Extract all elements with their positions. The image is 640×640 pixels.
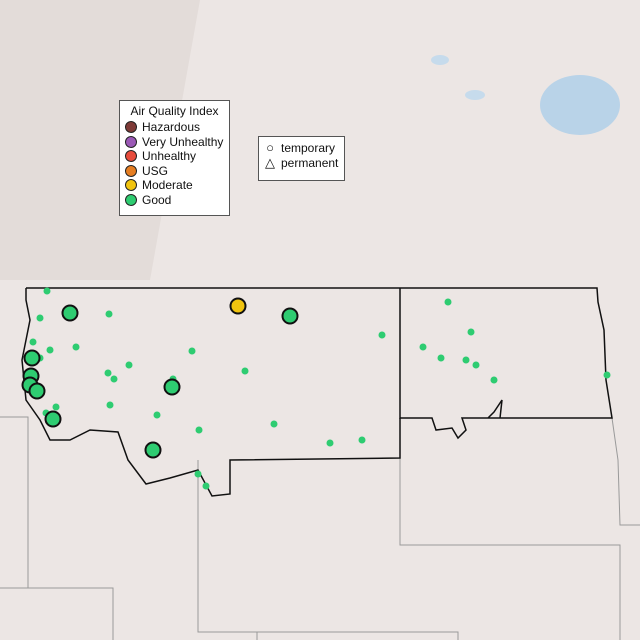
permanent-monitor-marker[interactable] xyxy=(36,314,44,322)
permanent-monitor-marker[interactable] xyxy=(378,331,386,339)
aqi-legend: Air Quality Index Hazardous Very Unhealth… xyxy=(119,100,230,216)
color-swatch-icon xyxy=(125,121,137,134)
permanent-monitor-marker[interactable] xyxy=(125,361,133,369)
permanent-monitor-marker[interactable] xyxy=(358,436,366,444)
color-swatch-icon xyxy=(125,164,137,177)
legend-item-moderate: Moderate xyxy=(120,178,229,193)
permanent-monitor-marker[interactable] xyxy=(188,347,196,355)
permanent-monitor-marker[interactable] xyxy=(29,338,37,346)
permanent-monitor-marker[interactable] xyxy=(104,369,112,377)
legend-item-hazardous: Hazardous xyxy=(120,120,229,135)
lake xyxy=(540,75,620,135)
legend-temporary: ○ temporary xyxy=(259,140,344,155)
legend-item-unhealthy: Unhealthy xyxy=(120,149,229,164)
lake xyxy=(465,90,485,100)
permanent-monitor-marker[interactable] xyxy=(110,375,118,383)
legend-item-very-unhealthy: Very Unhealthy xyxy=(120,135,229,150)
color-swatch-icon xyxy=(125,193,137,206)
permanent-monitor-marker[interactable] xyxy=(72,343,80,351)
monitor-type-legend: ○ temporary △ permanent xyxy=(258,136,345,181)
color-swatch-icon xyxy=(125,150,137,163)
permanent-monitors xyxy=(29,287,611,490)
temporary-monitor-marker[interactable] xyxy=(28,382,46,400)
permanent-monitor-marker[interactable] xyxy=(437,354,445,362)
permanent-monitor-marker[interactable] xyxy=(105,310,113,318)
permanent-monitor-marker[interactable] xyxy=(444,298,452,306)
permanent-monitor-marker[interactable] xyxy=(153,411,161,419)
temporary-monitor-marker[interactable] xyxy=(229,297,247,315)
permanent-monitor-marker[interactable] xyxy=(43,287,51,295)
permanent-monitor-marker[interactable] xyxy=(195,426,203,434)
highlighted-states xyxy=(21,287,613,497)
permanent-monitor-marker[interactable] xyxy=(462,356,470,364)
permanent-monitor-marker[interactable] xyxy=(106,401,114,409)
permanent-monitor-marker[interactable] xyxy=(419,343,427,351)
permanent-monitor-marker[interactable] xyxy=(202,482,210,490)
temporary-monitor-marker[interactable] xyxy=(44,410,62,428)
permanent-monitor-marker[interactable] xyxy=(472,361,480,369)
temporary-monitor-marker[interactable] xyxy=(23,349,41,367)
color-swatch-icon xyxy=(125,135,137,148)
permanent-monitor-marker[interactable] xyxy=(241,367,249,375)
permanent-monitor-marker[interactable] xyxy=(603,371,611,379)
temporary-monitors xyxy=(21,297,299,459)
permanent-monitor-marker[interactable] xyxy=(490,376,498,384)
circle-icon: ○ xyxy=(266,140,274,155)
permanent-monitor-marker[interactable] xyxy=(52,403,60,411)
temporary-monitor-marker[interactable] xyxy=(281,307,299,325)
temporary-monitor-marker[interactable] xyxy=(61,304,79,322)
permanent-monitor-marker[interactable] xyxy=(270,420,278,428)
permanent-monitor-marker[interactable] xyxy=(194,470,202,478)
lake xyxy=(431,55,449,65)
permanent-monitor-marker[interactable] xyxy=(46,346,54,354)
temporary-monitor-marker[interactable] xyxy=(163,378,181,396)
triangle-icon: △ xyxy=(265,154,275,170)
legend-permanent: △ permanent xyxy=(265,154,339,170)
legend-item-good: Good xyxy=(120,193,229,208)
permanent-monitor-marker[interactable] xyxy=(326,439,334,447)
legend-item-usg: USG xyxy=(120,164,229,179)
aqi-legend-title: Air Quality Index xyxy=(130,104,219,118)
color-swatch-icon xyxy=(125,179,137,192)
permanent-monitor-marker[interactable] xyxy=(467,328,475,336)
temporary-monitor-marker[interactable] xyxy=(144,441,162,459)
